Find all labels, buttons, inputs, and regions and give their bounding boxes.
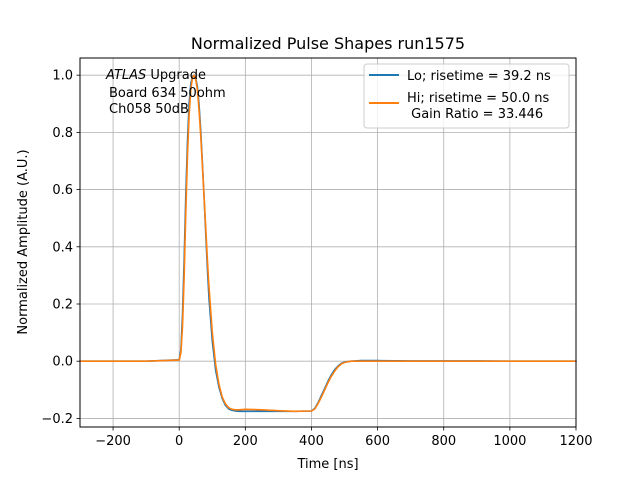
plot-frame bbox=[79, 57, 577, 428]
series-line-hi bbox=[79, 74, 577, 413]
annotation-line-2: Board 634 50ohm bbox=[109, 86, 226, 101]
y-tick-label: 0.4 bbox=[52, 240, 73, 255]
x-tick-label: 600 bbox=[365, 434, 390, 449]
x-tick-label: 800 bbox=[431, 434, 456, 449]
annotation-line-1: ATLAS Upgrade bbox=[105, 68, 206, 83]
chart-title: Normalized Pulse Shapes run1575 bbox=[191, 34, 465, 53]
atlas-label: ATLAS bbox=[105, 68, 146, 83]
x-axis-label: Time [ns] bbox=[296, 457, 358, 472]
annotation-block: ATLAS Upgrade Board 634 50ohm Ch058 50dB bbox=[105, 68, 226, 117]
annotation-line-3: Ch058 50dB bbox=[109, 102, 189, 117]
x-tick-label: 200 bbox=[233, 434, 258, 449]
atlas-upgrade-label: Upgrade bbox=[146, 68, 206, 83]
legend-label-hi: Hi; risetime = 50.0 ns Gain Ratio = 33.4… bbox=[407, 91, 549, 122]
y-tick-label: 0.6 bbox=[52, 183, 73, 198]
legend: Lo; risetime = 39.2 ns Hi; risetime = 50… bbox=[363, 63, 570, 129]
legend-box bbox=[363, 63, 570, 129]
axis-ticks: −200 0 200 400 600 800 1000 1200 −0.2 0.0 0.2 0.4 0.… bbox=[41, 69, 592, 449]
y-tick-label: −0.2 bbox=[41, 412, 73, 427]
legend-label-hi-line: Gain Ratio = 33.446 bbox=[407, 107, 543, 122]
y-tick-label: 0.2 bbox=[52, 298, 73, 313]
x-tick-label: 1000 bbox=[493, 434, 526, 449]
y-tick-label: 0.0 bbox=[52, 355, 73, 370]
x-tick-label: 400 bbox=[299, 434, 324, 449]
legend-label-lo: Lo; risetime = 39.2 ns bbox=[407, 69, 551, 84]
y-axis-label: Normalized Amplitude (A.U.) bbox=[16, 149, 31, 334]
x-tick-label: −200 bbox=[95, 434, 131, 449]
x-tick-label: 1200 bbox=[559, 434, 592, 449]
legend-label-hi-line: Hi; risetime = 50.0 ns bbox=[407, 91, 549, 106]
y-tick-label: 0.8 bbox=[52, 126, 73, 141]
x-tick-label: 0 bbox=[175, 434, 183, 449]
y-tick-label: 1.0 bbox=[52, 69, 73, 84]
series-lines bbox=[79, 74, 577, 413]
